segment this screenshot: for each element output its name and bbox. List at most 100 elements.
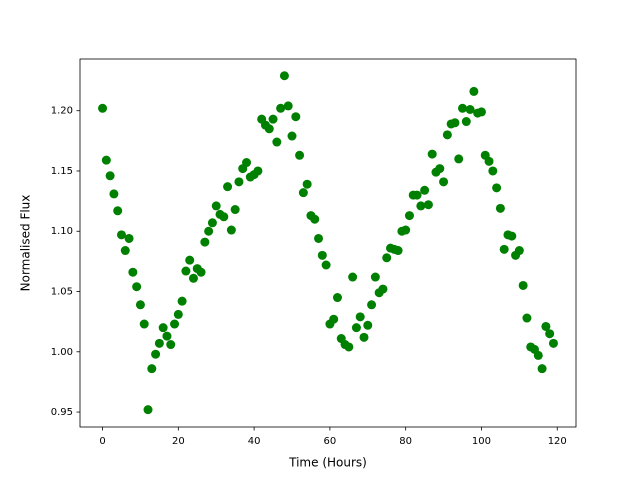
data-point xyxy=(382,253,392,263)
data-point xyxy=(367,300,377,310)
data-point xyxy=(359,332,369,342)
data-point xyxy=(351,323,361,333)
data-point xyxy=(105,171,115,181)
data-point xyxy=(147,364,157,374)
data-point xyxy=(522,313,532,323)
data-point xyxy=(185,255,195,265)
data-point xyxy=(302,179,312,189)
data-point xyxy=(230,205,240,215)
data-point xyxy=(458,103,468,113)
y-tick-label: 1.05 xyxy=(51,287,73,298)
data-point xyxy=(484,156,494,166)
data-point xyxy=(492,183,502,193)
data-point xyxy=(181,266,191,276)
y-axis-label: Normalised Flux xyxy=(19,195,33,292)
x-tick-label: 20 xyxy=(172,436,185,447)
data-point xyxy=(420,185,430,195)
data-point xyxy=(545,329,555,339)
y-tick-label: 1.10 xyxy=(51,226,73,237)
data-point xyxy=(276,103,286,113)
data-point xyxy=(469,86,479,96)
data-point xyxy=(537,364,547,374)
data-point xyxy=(442,130,452,140)
data-point xyxy=(465,105,475,115)
data-point xyxy=(344,342,354,352)
data-point xyxy=(514,246,524,256)
x-tick-label: 40 xyxy=(248,436,261,447)
data-point xyxy=(211,201,221,211)
data-point xyxy=(348,272,358,282)
data-point xyxy=(188,273,198,283)
data-point xyxy=(416,201,426,211)
data-point xyxy=(495,203,505,213)
data-point xyxy=(291,112,301,122)
data-point xyxy=(518,280,528,290)
data-point xyxy=(393,246,403,256)
data-point xyxy=(113,206,123,216)
data-point xyxy=(401,225,411,235)
data-point xyxy=(158,323,168,333)
data-point xyxy=(204,226,214,236)
data-point xyxy=(310,214,320,224)
data-point xyxy=(488,166,498,176)
y-tick-label: 0.95 xyxy=(51,407,73,418)
data-point xyxy=(196,267,206,277)
data-point xyxy=(166,340,176,350)
data-point xyxy=(120,246,130,256)
data-point xyxy=(268,114,278,124)
data-point xyxy=(151,349,161,359)
data-point xyxy=(219,212,229,222)
data-point xyxy=(116,230,126,240)
data-point xyxy=(363,320,373,330)
x-tick-label: 100 xyxy=(472,436,491,447)
data-point xyxy=(272,137,282,147)
data-point xyxy=(461,117,471,127)
data-point xyxy=(450,118,460,128)
data-point xyxy=(541,321,551,331)
data-point xyxy=(317,250,327,260)
data-point xyxy=(404,211,414,221)
data-point xyxy=(264,124,274,134)
data-point xyxy=(242,158,252,168)
data-point xyxy=(499,244,509,254)
data-point xyxy=(533,350,543,360)
data-point xyxy=(332,293,342,303)
data-point xyxy=(128,267,138,277)
data-point xyxy=(427,149,437,159)
data-point xyxy=(162,331,172,341)
x-axis-label: Time (Hours) xyxy=(288,456,367,470)
data-point xyxy=(370,272,380,282)
y-tick-label: 1.00 xyxy=(51,347,73,358)
data-point xyxy=(154,338,164,348)
data-point xyxy=(109,189,119,199)
data-point xyxy=(98,103,108,113)
data-point xyxy=(135,300,145,310)
data-point xyxy=(253,166,263,176)
data-point xyxy=(226,225,236,235)
data-point xyxy=(287,131,297,141)
y-tick-label: 1.20 xyxy=(51,106,73,117)
y-tick-label: 1.15 xyxy=(51,166,73,177)
data-point xyxy=(298,188,308,198)
data-point xyxy=(355,312,365,322)
data-point xyxy=(548,338,558,348)
data-point xyxy=(177,296,187,306)
data-point xyxy=(439,177,449,187)
data-point xyxy=(295,150,305,160)
data-point xyxy=(139,319,149,329)
data-point xyxy=(124,233,134,243)
data-point xyxy=(132,282,142,292)
data-point xyxy=(378,284,388,294)
data-point xyxy=(476,107,486,117)
data-point xyxy=(283,101,293,111)
plot-frame xyxy=(79,58,577,428)
x-tick-label: 0 xyxy=(99,436,105,447)
data-point xyxy=(143,405,153,415)
data-point xyxy=(101,155,111,165)
data-point xyxy=(223,182,233,192)
data-point xyxy=(423,200,433,210)
data-point xyxy=(435,164,445,174)
data-point xyxy=(329,314,339,324)
data-point xyxy=(207,218,217,228)
